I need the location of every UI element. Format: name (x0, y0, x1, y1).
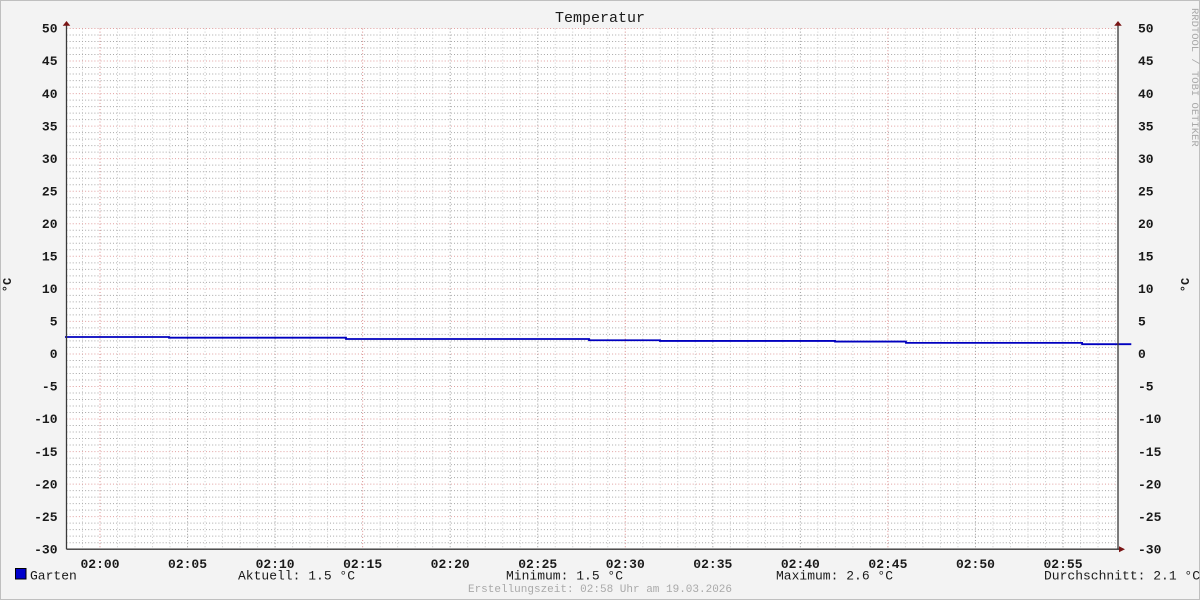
svg-text:15: 15 (42, 250, 58, 265)
svg-text:Garten: Garten (30, 569, 77, 584)
svg-text:35: 35 (1138, 119, 1154, 134)
svg-text:5: 5 (1138, 315, 1146, 330)
svg-text:50: 50 (1138, 22, 1154, 37)
svg-text:45: 45 (1138, 54, 1154, 69)
svg-text:40: 40 (1138, 87, 1154, 102)
svg-text:Erstellungszeit: 02:58 Uhr am: Erstellungszeit: 02:58 Uhr am 19.03.2026 (468, 584, 732, 596)
svg-text:10: 10 (1138, 282, 1154, 297)
svg-text:10: 10 (42, 282, 58, 297)
svg-text:Minimum: 1.5 °C: Minimum: 1.5 °C (506, 569, 623, 584)
svg-text:02:50: 02:50 (956, 557, 995, 572)
svg-text:50: 50 (42, 22, 58, 37)
svg-text:RRDTOOL / TOBI OETIKER: RRDTOOL / TOBI OETIKER (1188, 8, 1200, 147)
svg-text:-5: -5 (1138, 380, 1154, 395)
svg-text:15: 15 (1138, 250, 1154, 265)
svg-text:-25: -25 (1138, 510, 1162, 525)
svg-text:-15: -15 (34, 445, 58, 460)
svg-text:02:05: 02:05 (168, 557, 207, 572)
svg-text:20: 20 (1138, 217, 1154, 232)
svg-text:-30: -30 (34, 542, 58, 557)
svg-text:°C: °C (1179, 278, 1193, 292)
svg-text:Aktuell: 1.5 °C: Aktuell: 1.5 °C (238, 569, 355, 584)
svg-text:-10: -10 (1138, 412, 1162, 427)
svg-text:40: 40 (42, 87, 58, 102)
svg-text:02:00: 02:00 (80, 557, 119, 572)
svg-text:20: 20 (42, 217, 58, 232)
svg-text:-30: -30 (1138, 542, 1162, 557)
svg-text:-25: -25 (34, 510, 58, 525)
svg-text:45: 45 (42, 54, 58, 69)
svg-text:0: 0 (1138, 347, 1146, 362)
svg-text:Temperatur: Temperatur (555, 10, 645, 27)
svg-text:30: 30 (1138, 152, 1154, 167)
svg-text:35: 35 (42, 119, 58, 134)
svg-text:-15: -15 (1138, 445, 1162, 460)
svg-text:Maximum: 2.6 °C: Maximum: 2.6 °C (776, 569, 893, 584)
svg-text:02:35: 02:35 (693, 557, 732, 572)
svg-text:Durchschnitt: 2.1 °C: Durchschnitt: 2.1 °C (1044, 569, 1200, 584)
svg-text:5: 5 (50, 315, 58, 330)
svg-text:25: 25 (1138, 184, 1154, 199)
svg-text:02:20: 02:20 (431, 557, 470, 572)
svg-text:-20: -20 (1138, 477, 1162, 492)
svg-text:-5: -5 (42, 380, 58, 395)
svg-text:°C: °C (1, 278, 15, 292)
svg-text:30: 30 (42, 152, 58, 167)
svg-text:-20: -20 (34, 477, 58, 492)
svg-text:-10: -10 (34, 412, 58, 427)
svg-text:0: 0 (50, 347, 58, 362)
svg-text:25: 25 (42, 184, 58, 199)
